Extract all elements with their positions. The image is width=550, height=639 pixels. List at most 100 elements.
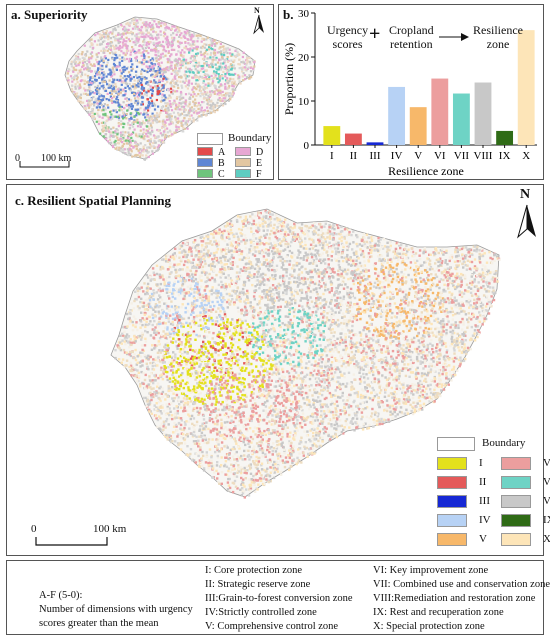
map-a-north-arrow-icon	[253, 14, 264, 35]
legend-swatch	[437, 533, 467, 546]
legend-label: I	[479, 457, 483, 469]
boundary-swatch	[197, 133, 223, 145]
y-tick-label: 20	[298, 52, 310, 64]
bar-x	[517, 30, 535, 145]
legend-swatch	[235, 158, 251, 167]
x-tick-label: X	[522, 150, 530, 162]
x-tick-label: I	[330, 150, 334, 162]
legend-explanation-panel: A-F (5-0): Number of dimensions with urg…	[6, 560, 550, 635]
flow-step-cropland: Cropland retention	[389, 23, 434, 51]
map-a-scale-zero: 0	[15, 153, 20, 164]
panel-a-title: a. Superiority	[11, 7, 88, 22]
legend-swatch	[501, 476, 531, 489]
legend-swatch	[501, 533, 531, 546]
legend-swatch	[437, 514, 467, 527]
legend-swatch	[437, 495, 467, 508]
bar-v	[409, 107, 427, 145]
x-tick-label: V	[414, 150, 422, 162]
legend-swatch	[197, 169, 213, 178]
map-c-north-arrow-icon	[517, 204, 536, 239]
legend-label: D	[256, 147, 264, 158]
zone-definition: V: Comprehensive control zone	[205, 621, 339, 632]
bar-iii	[366, 142, 384, 145]
y-tick-label: 0	[304, 140, 310, 152]
x-tick-label: VII	[454, 150, 470, 162]
legend-label: E	[256, 158, 263, 169]
zone-definition: I: Core protection zone	[205, 565, 303, 576]
map-a-scale-label: 100 km	[41, 153, 72, 164]
legend-swatch	[235, 147, 251, 156]
legend-swatch	[501, 495, 531, 508]
panel-b-title: b.	[283, 7, 294, 22]
bar-ix	[496, 130, 514, 145]
zone-definition: II: Strategic reserve zone	[205, 579, 311, 590]
zone-definition: VIII:Remediation and restoration zone	[373, 593, 536, 604]
x-tick-label: IX	[499, 150, 511, 162]
bar-vi	[431, 78, 449, 145]
legend-label: C	[218, 169, 225, 180]
panel-c-resilient-planning-map: c. Resilient Spatial Planning N 0 100 km…	[6, 184, 550, 556]
legend-label: X	[543, 533, 550, 545]
y-tick-label: 30	[298, 8, 310, 20]
flow-step-resilience: Resilience zone	[473, 23, 523, 51]
legend-label: F	[256, 169, 262, 180]
map-c-north-label: N	[520, 187, 531, 202]
legend-label: V	[479, 533, 487, 545]
legend-label: VI	[543, 457, 550, 469]
x-tick-label: II	[350, 150, 358, 162]
map-c-scale-label: 100 km	[93, 523, 127, 535]
bar-i	[323, 126, 341, 145]
legend-label: III	[479, 495, 490, 507]
bar-viii	[474, 82, 492, 145]
legend-label: VIII	[543, 495, 550, 507]
zone-definition: VI: Key improvement zone	[373, 565, 489, 576]
legend-swatch	[437, 476, 467, 489]
legend-label: B	[218, 158, 225, 169]
x-axis-label: Resilience zone	[388, 164, 464, 178]
map-c-scale-zero: 0	[31, 523, 37, 535]
legend-swatch	[501, 457, 531, 470]
panel-c-title: c. Resilient Spatial Planning	[15, 193, 172, 208]
map-c-pixels	[114, 209, 501, 499]
superiority-map-canvas	[64, 16, 256, 161]
legend-swatch	[197, 147, 213, 156]
flow-arrow-icon	[439, 33, 469, 41]
boundary-swatch	[437, 437, 475, 451]
bar-vii	[452, 93, 470, 145]
flow-step-urgency: Urgency scores	[327, 23, 369, 51]
zone-definition: VII: Combined use and conservation zone	[373, 579, 550, 590]
bar-iv	[388, 86, 406, 145]
bar-ii	[344, 133, 362, 145]
map-a-north-label: N	[254, 6, 260, 15]
x-tick-label: VI	[434, 150, 446, 162]
x-tick-label: IV	[391, 150, 403, 162]
x-tick-label: VIII	[474, 150, 493, 162]
map-a-pixels	[65, 17, 256, 161]
zone-definition: III:Grain-to-forest conversion zone	[205, 593, 353, 604]
resilient-planning-map-canvas	[110, 208, 501, 499]
af-text-line1: Number of dimensions with urgency	[39, 604, 193, 615]
map-c-scale-bar	[35, 537, 108, 546]
y-tick-label: 10	[298, 96, 310, 108]
legend-swatch	[235, 169, 251, 178]
map-a-scale-bar	[19, 161, 70, 168]
af-text-line2: scores greater than the mean	[39, 618, 159, 629]
flow-plus: +	[369, 23, 381, 45]
legend-swatch	[197, 158, 213, 167]
legend-label: A	[218, 147, 226, 158]
legend-label: IX	[543, 514, 550, 526]
legend-label: IV	[479, 514, 491, 526]
zone-definition: IX: Rest and recuperation zone	[373, 607, 504, 618]
legend-swatch	[437, 457, 467, 470]
x-tick-label: III	[370, 150, 381, 162]
af-title: A-F (5-0):	[39, 590, 83, 601]
y-axis-label: Proportion (%)	[282, 43, 296, 115]
panel-b-chart: b. 0 10 20 30 I II III IV V VI VII VIII IX X Resilienc…	[278, 4, 544, 180]
legend-label: VII	[543, 476, 550, 488]
legend-swatch	[501, 514, 531, 527]
zone-definition: X: Special protection zone	[373, 621, 485, 632]
zone-definition: IV:Strictly controlled zone	[205, 607, 317, 618]
legend-label: II	[479, 476, 487, 488]
